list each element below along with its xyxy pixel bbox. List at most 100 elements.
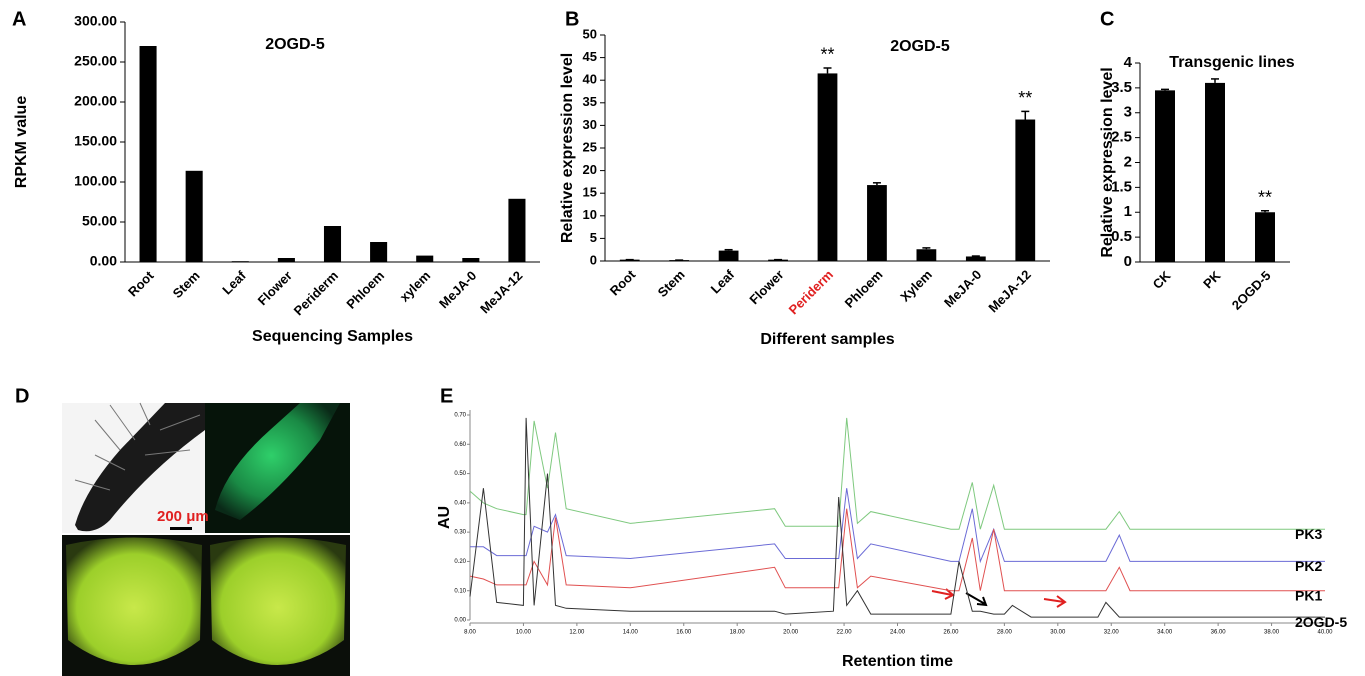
bar [1155,90,1175,262]
x-tick-label: 30.00 [1050,630,1066,636]
y-tick-label: 5 [590,230,597,245]
trace [470,488,1325,564]
y-axis-label: AU [436,506,453,529]
x-tick-label: 26.00 [943,630,959,636]
x-tick-label: 2OGD-5 [1229,268,1274,313]
bar [416,255,434,262]
bar [231,261,249,262]
root-glow [215,403,340,520]
x-tick-label: Phloem [842,267,886,311]
y-tick-label: 35 [583,94,597,109]
bar [1015,119,1036,261]
bar [1255,212,1275,262]
panel-d-images: D 200 μm [15,385,350,676]
y-tick-label: 30 [583,117,597,132]
y-tick-label: 25 [583,139,597,154]
arrow-red [1043,595,1067,608]
y-tick-label: 2 [1124,153,1132,170]
arrow-black [965,592,988,607]
y-tick-label: 100.00 [74,173,117,189]
bar [277,258,295,262]
bar [370,242,388,262]
series-label: PK3 [1295,526,1322,542]
x-tick-label: xylem [397,268,434,305]
x-tick-label: Xylem [897,267,935,305]
y-tick-label: 0.60 [454,442,466,448]
x-tick-label: 24.00 [890,630,906,636]
x-tick-label: Periderm [786,267,836,317]
x-tick-label: 40.00 [1317,630,1333,636]
panel-letter: C [1100,8,1114,30]
y-axis-label: Relative expression level [559,53,576,243]
y-tick-label: 250.00 [74,53,117,69]
x-tick-label: 36.00 [1211,630,1227,636]
significance: ** [1258,188,1272,208]
y-tick-label: 3 [1124,104,1132,121]
y-tick-label: 20 [583,162,597,177]
y-tick-label: 0 [1124,253,1132,270]
panel-letter: E [440,385,453,407]
x-axis-label: Different samples [760,331,894,348]
y-tick-label: 1.5 [1111,178,1132,195]
x-tick-label: 8.00 [464,630,476,636]
x-tick-label: 16.00 [676,630,692,636]
trace [469,417,1325,530]
y-tick-label: 0.70 [454,413,466,419]
y-tick-label: 1 [1124,203,1132,220]
x-tick-label: Periderm [291,268,341,318]
bar [462,258,480,262]
bar [817,73,838,261]
x-axis-label: Sequencing Samples [252,328,413,345]
x-tick-label: Flower [255,268,295,308]
scale-label: 200 μm [157,508,209,525]
x-tick-label: Leaf [708,266,738,296]
y-tick-label: 0.5 [1111,228,1132,245]
y-tick-label: 2.5 [1111,129,1132,146]
bar [185,170,203,262]
x-tick-label: MeJA-0 [941,267,984,310]
y-tick-label: 15 [583,185,597,200]
y-tick-label: 200.00 [74,93,117,109]
x-tick-label: MeJA-12 [985,267,1033,315]
series-label: PK2 [1295,558,1322,574]
series-label: PK1 [1295,587,1322,603]
x-tick-label: 20.00 [783,630,799,636]
bar [916,249,937,261]
y-tick-label: 0.10 [454,588,466,594]
x-tick-label: 22.00 [837,630,853,636]
y-tick-label: 0.30 [454,530,466,536]
bar [1205,82,1225,263]
x-tick-label: Root [125,267,157,299]
x-tick-label: 10.00 [516,630,532,636]
x-tick-label: 34.00 [1157,630,1173,636]
y-tick-label: 150.00 [74,133,117,149]
trace [469,417,1325,618]
x-tick-label: 18.00 [730,630,746,636]
bowl-right [210,537,346,665]
x-tick-label: 32.00 [1104,630,1120,636]
y-tick-label: 50.00 [82,213,117,229]
y-axis-label: RPKM value [13,96,30,189]
significance: ** [820,45,834,65]
y-axis-label: Relative expression level [1099,67,1116,257]
chart-title: 2OGD-5 [890,38,950,55]
x-tick-label: Phloem [343,268,387,312]
y-tick-label: 50 [583,26,597,41]
x-tick-label: Stem [655,267,688,300]
root-shape [75,403,205,532]
arrow-red [931,588,955,600]
bar [718,250,739,261]
x-tick-label: Leaf [219,267,249,297]
panel-letter: B [565,8,579,30]
bar [867,185,887,261]
x-tick-label: MeJA-12 [477,268,525,316]
x-tick-label: 12.00 [569,630,585,636]
x-tick-label: 28.00 [997,630,1013,636]
scale-bar [170,527,192,530]
panel-letter: D [15,385,29,407]
arrows [931,588,1067,608]
x-tick-label: 38.00 [1264,630,1280,636]
y-tick-label: 4 [1124,54,1133,71]
x-tick-label: MeJA-0 [436,268,479,311]
